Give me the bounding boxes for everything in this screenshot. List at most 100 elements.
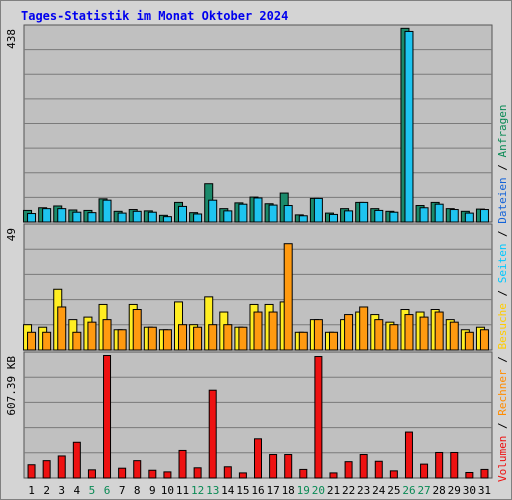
bar-volumen-12 (193, 467, 202, 479)
y-max-label-hits: 438 (5, 29, 18, 49)
bar-volumen-31 (480, 468, 489, 479)
bar-dateien-7 (117, 212, 127, 223)
bar-dateien-21 (328, 213, 338, 223)
x-tick-label: 15 (236, 484, 249, 497)
bar-volumen-4 (72, 441, 81, 479)
bar-rechner-19 (298, 331, 308, 351)
bar-dateien-3 (57, 208, 67, 223)
bar-dateien-10 (162, 216, 172, 223)
bar-volumen-5 (87, 469, 96, 479)
x-tick-label: 28 (433, 484, 446, 497)
bar-dateien-6 (102, 199, 112, 223)
x-tick-label: 30 (463, 484, 476, 497)
bar-dateien-23 (359, 201, 369, 223)
bar-volumen-13 (208, 389, 217, 479)
bar-dateien-4 (72, 211, 82, 223)
bar-volumen-14 (223, 466, 232, 479)
x-tick-label: 26 (402, 484, 415, 497)
bar-volumen-28 (435, 451, 444, 479)
x-tick-label: 22 (342, 484, 355, 497)
bar-rechner-1 (27, 331, 37, 351)
bar-volumen-11 (178, 449, 187, 479)
legend-entry-sep: / (496, 230, 509, 243)
x-tick-label: 3 (58, 484, 65, 497)
bar-dateien-16 (253, 197, 263, 223)
y-max-label-volume: 607.39 KB (5, 356, 18, 416)
legend-entry-sep: / (496, 356, 509, 369)
bar-rechner-2 (42, 331, 52, 351)
bar-volumen-29 (450, 451, 459, 479)
legend-entry-dateien_label: Dateien (496, 177, 509, 230)
bar-dateien-31 (479, 209, 489, 223)
bar-dateien-5 (87, 212, 97, 223)
bar-dateien-30 (464, 212, 474, 223)
bar-rechner-12 (193, 326, 203, 351)
vertical-legend: Volumen / Rechner / Besuche / Seiten / D… (496, 104, 509, 482)
x-tick-label: 20 (312, 484, 325, 497)
bar-dateien-9 (147, 211, 157, 223)
bar-dateien-24 (374, 209, 384, 223)
bar-rechner-4 (72, 331, 82, 351)
bar-rechner-22 (344, 314, 354, 351)
bar-dateien-26 (404, 30, 414, 223)
bar-rechner-11 (178, 324, 188, 351)
bar-rechner-10 (162, 329, 172, 351)
bar-volumen-25 (389, 470, 398, 479)
bar-volumen-6 (103, 355, 112, 479)
bar-dateien-27 (419, 207, 429, 223)
bar-rechner-31 (479, 329, 489, 351)
x-tick-label: 7 (119, 484, 126, 497)
bar-volumen-30 (465, 471, 474, 479)
x-tick-label: 12 (191, 484, 204, 497)
bar-volumen-19 (299, 468, 308, 479)
bar-dateien-1 (27, 213, 37, 223)
bar-volumen-26 (404, 431, 413, 479)
bar-rechner-28 (434, 311, 444, 351)
bar-rechner-26 (404, 314, 414, 351)
bar-volumen-20 (314, 356, 323, 479)
bar-dateien-17 (268, 204, 278, 223)
legend-entry-seiten: Seiten (496, 244, 509, 290)
bar-volumen-24 (374, 460, 383, 479)
bar-dateien-20 (313, 197, 323, 223)
bar-dateien-29 (449, 209, 459, 223)
x-tick-label: 4 (74, 484, 81, 497)
bar-rechner-13 (208, 324, 218, 351)
bar-dateien-12 (193, 213, 203, 223)
bar-rechner-18 (283, 243, 293, 351)
bar-rechner-7 (117, 329, 127, 351)
bar-rechner-21 (328, 331, 338, 351)
bar-rechner-29 (449, 321, 459, 351)
x-tick-label: 5 (89, 484, 96, 497)
x-tick-label: 13 (206, 484, 219, 497)
bar-volumen-17 (269, 454, 278, 479)
x-tick-label: 16 (251, 484, 264, 497)
bar-dateien-28 (434, 203, 444, 223)
bar-rechner-5 (87, 321, 97, 351)
x-tick-label: 8 (134, 484, 141, 497)
bar-rechner-14 (223, 324, 233, 351)
legend-entry-sep: / (496, 422, 509, 435)
bar-rechner-27 (419, 316, 429, 351)
bar-volumen-23 (359, 454, 368, 479)
bar-dateien-18 (283, 205, 293, 223)
x-tick-label: 31 (478, 484, 491, 497)
bar-dateien-2 (42, 208, 52, 223)
bar-volumen-22 (344, 461, 353, 479)
legend-entry-rechner: Rechner (496, 369, 509, 422)
legend-entry-anfragen: Anfragen (496, 104, 509, 164)
bar-rechner-3 (57, 306, 67, 351)
bar-volumen-16 (254, 438, 262, 479)
chart-title: Tages-Statistik im Monat Oktober 2024 (21, 9, 289, 23)
bar-rechner-24 (374, 319, 384, 351)
bar-rechner-6 (102, 319, 112, 351)
x-tick-label: 11 (176, 484, 189, 497)
bar-rechner-30 (464, 331, 474, 351)
legend-entry-volumen: Volumen (496, 436, 509, 482)
bar-volumen-7 (118, 467, 127, 479)
x-tick-label: 19 (297, 484, 310, 497)
bar-volumen-3 (57, 455, 66, 479)
bar-rechner-9 (147, 326, 157, 351)
